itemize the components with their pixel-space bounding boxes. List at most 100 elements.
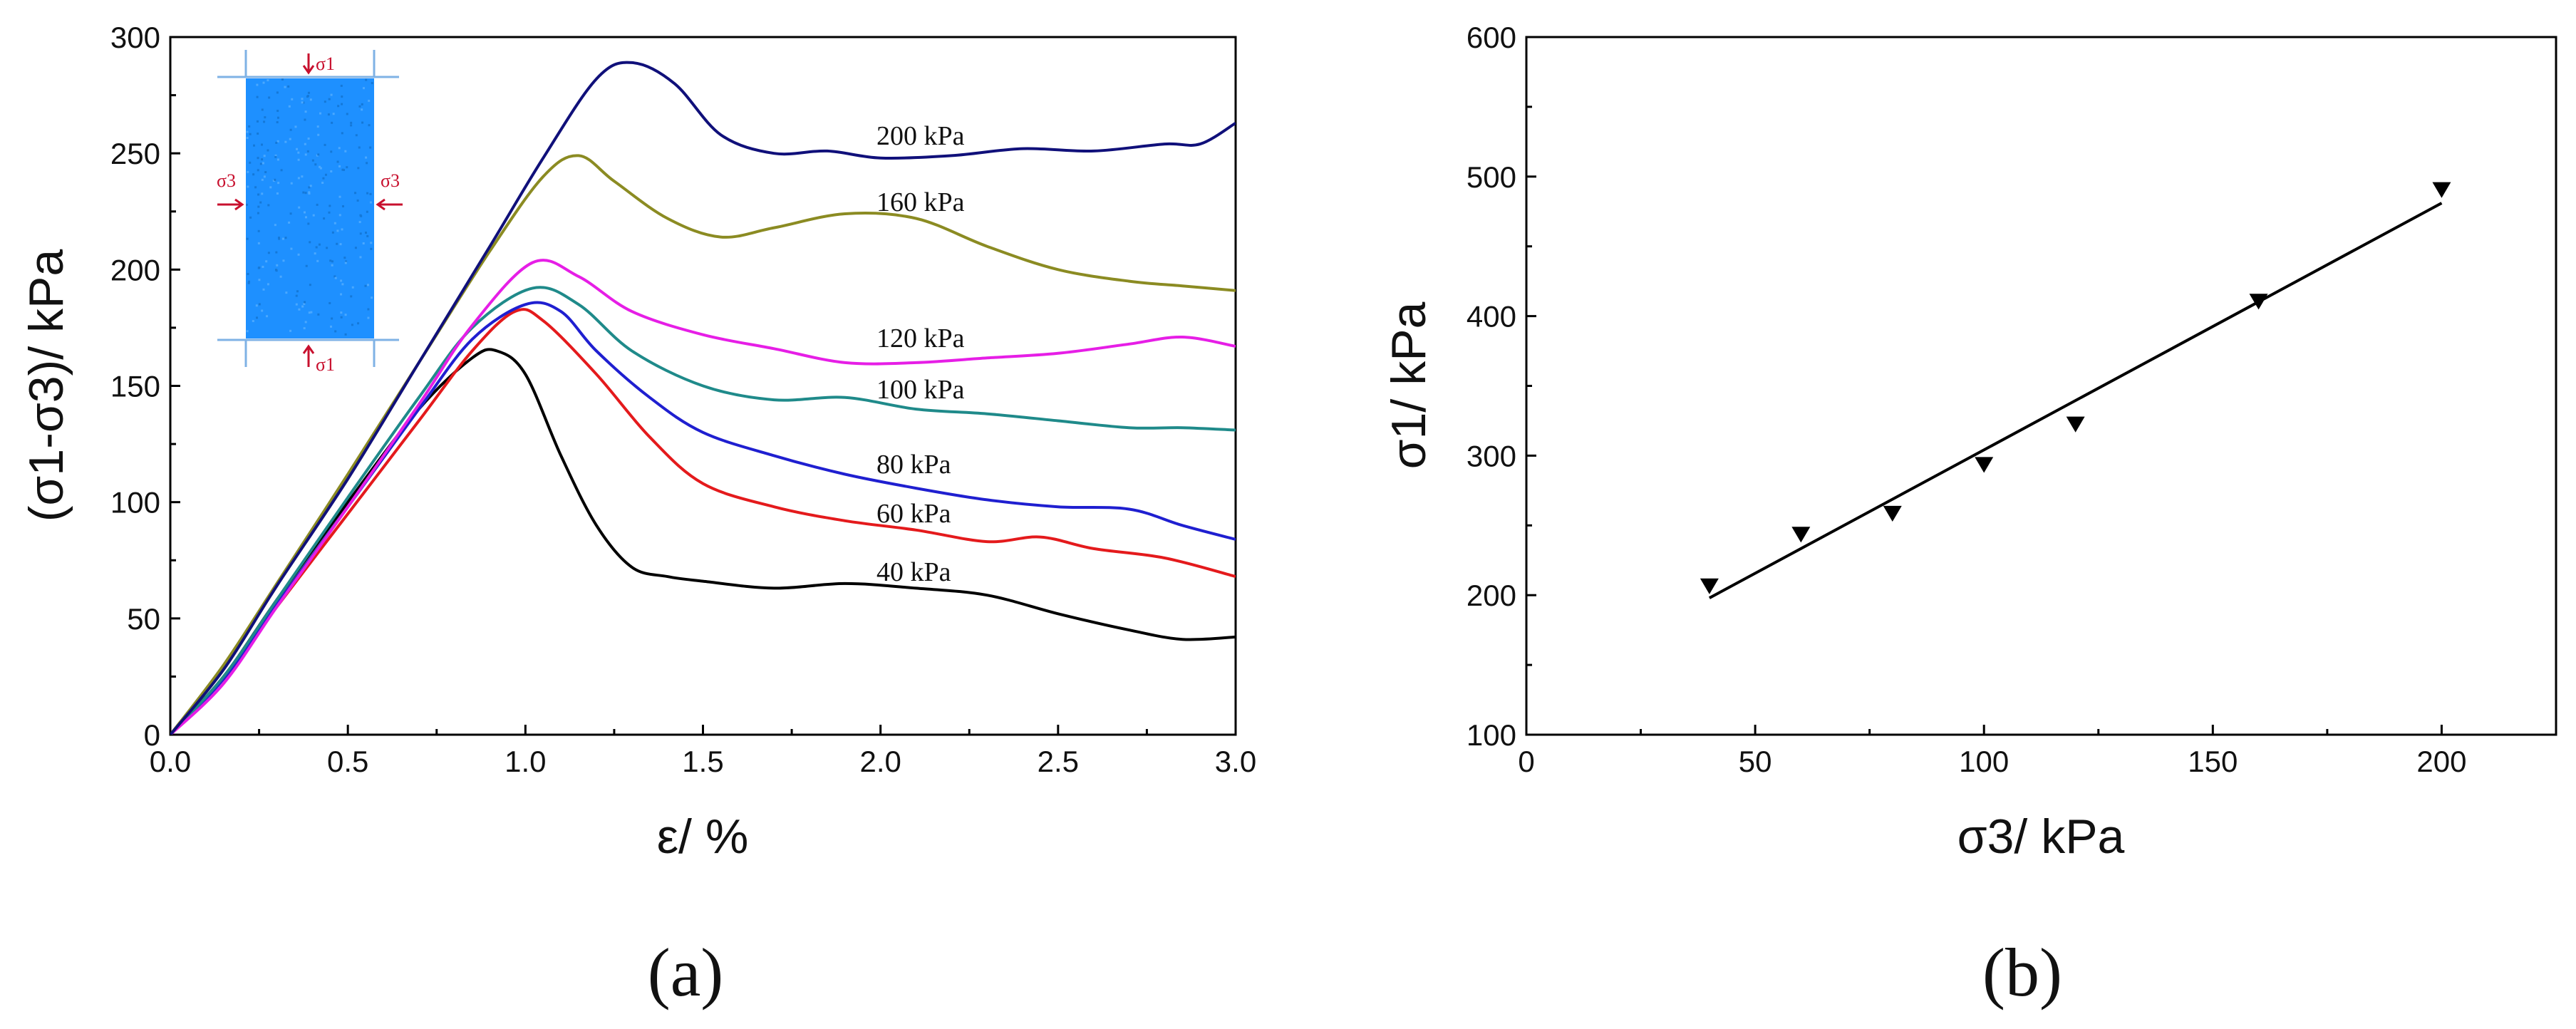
texture-dot [331,231,334,234]
texture-dot [267,149,269,152]
texture-dot [249,161,252,164]
y-axis-title-a: (σ1-σ3)/ kPa [19,249,73,522]
texture-dot [333,222,336,224]
texture-dot [358,146,361,149]
texture-dot [359,232,362,235]
arrow-right-icon [217,198,244,211]
texture-dot [336,160,339,163]
texture-dot [362,242,365,245]
texture-dot [354,247,357,249]
texture-dot [350,295,353,298]
texture-dot [269,186,272,189]
y-tick-label-a: 250 [110,137,160,170]
texture-dot [368,124,371,127]
texture-dot [276,264,279,267]
y-axis-title-b: σ1/ kPa [1382,301,1436,469]
texture-dot [334,276,337,279]
texture-dot [310,311,313,314]
texture-dot [301,101,304,104]
texture-dot [257,132,259,135]
arrow-down-icon [302,53,315,75]
series-line-40-kpa [170,348,1236,735]
texture-dot [346,113,348,115]
texture-dot [262,81,265,84]
inset-sigma-bottom: σ1 [316,354,335,375]
texture-dot [365,156,368,159]
y-tick-label-a: 100 [110,486,160,519]
texture-dot [260,143,263,146]
texture-dot [302,191,305,194]
inset-sigma-top: σ1 [316,53,335,74]
texture-dot [247,281,250,284]
specimen-inset: σ1 σ1 σ3 σ3 [217,50,403,375]
texture-dot [345,260,348,263]
texture-dot [279,275,282,278]
texture-dot [262,265,264,268]
y-tick-label-b: 300 [1467,439,1516,472]
x-tick-label-a: 0.0 [150,745,191,778]
x-tick-label-a: 2.0 [859,745,901,778]
texture-dot [329,259,332,262]
texture-dot [316,259,319,262]
texture-dot [326,247,329,249]
texture-dot [252,320,254,323]
texture-dot [301,98,304,100]
texture-dot [290,247,293,250]
texture-dot [266,315,269,318]
data-point [2249,294,2268,310]
texture-dot [276,121,279,124]
label-200kpa: 200 kPa [876,121,965,151]
texture-dot [267,204,270,207]
texture-dot [246,237,249,240]
texture-dot [336,242,338,245]
texture-dot [341,228,343,231]
arrow-up-icon [302,344,315,367]
texture-dot [249,133,252,135]
texture-dot [247,280,250,283]
texture-dot [257,169,259,172]
texture-dot [255,304,258,307]
label-80kpa: 80 kPa [876,450,951,480]
texture-dot [304,110,307,113]
x-tick-label-a: 1.0 [505,745,546,778]
texture-dot [275,141,278,144]
texture-dot [333,275,336,278]
texture-dot [295,303,298,306]
texture-dot [361,121,364,124]
texture-dot [319,167,322,170]
texture-dot [257,242,260,244]
texture-dot [309,98,312,101]
texture-dot [262,288,265,291]
texture-dot [359,256,362,259]
texture-dot [274,154,277,157]
texture-dot [274,155,277,158]
label-60kpa: 60 kPa [876,499,951,529]
texture-dot [338,214,341,217]
texture-dot [358,221,361,224]
texture-dot [257,229,260,232]
data-point [1700,578,1719,594]
texture-dot [367,284,370,286]
texture-dot [338,195,341,198]
data-point [2066,416,2085,433]
texture-dot [316,125,319,128]
texture-dot [330,93,333,96]
x-tick-label-a: 3.0 [1215,745,1256,778]
texture-dot [331,121,333,124]
texture-dot [298,206,301,209]
ticks-b [1525,36,2443,736]
texture-dot [306,95,309,98]
texture-dot [263,120,266,123]
texture-dot [297,158,300,161]
texture-dot [276,91,279,94]
texture-dot [261,309,264,312]
texture-dot [330,325,333,328]
panel-label-a: (a) [648,934,724,1010]
texture-dot [276,158,279,161]
texture-dot [304,143,306,145]
texture-dot [261,158,264,161]
x-axis-title-b: σ3/ kPa [1957,810,2125,864]
texture-dot [338,165,341,167]
inset-sigma-right: σ3 [381,170,400,191]
texture-dot [309,185,312,187]
